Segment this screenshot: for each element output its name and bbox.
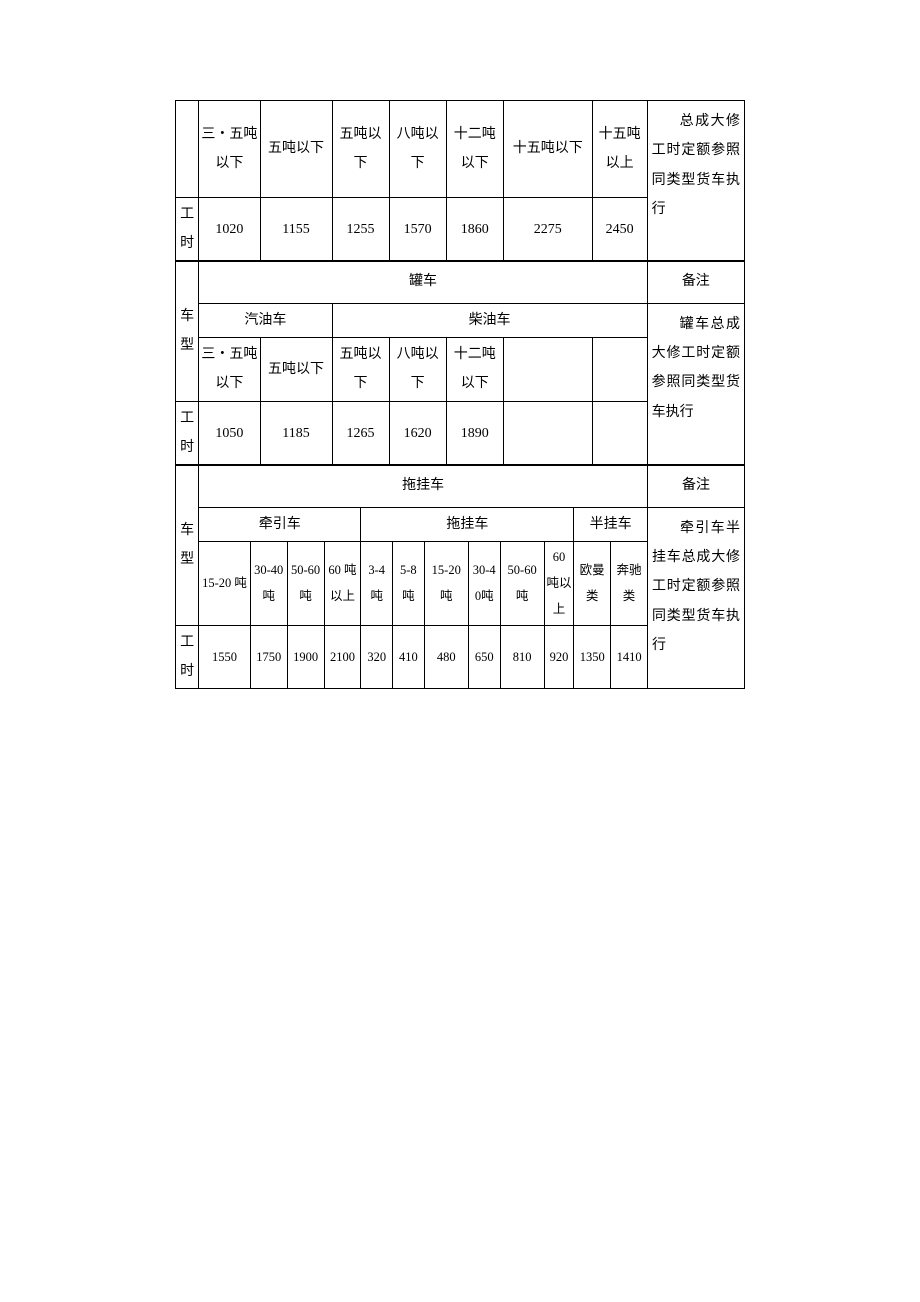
hours-cell: 650 (468, 625, 500, 689)
row-label-type: 车型 (176, 465, 199, 626)
empty-cell (592, 338, 647, 402)
note-cell: 总成大修工时定额参照同类型货车执行 (647, 101, 744, 262)
hours-cell: 2450 (592, 198, 647, 262)
cat-cell: 15-20 吨 (199, 541, 251, 625)
hours-cell: 1350 (574, 625, 611, 689)
hours-cell: 1155 (260, 198, 332, 262)
cat-cell: 50-60 吨 (287, 541, 324, 625)
hours-cell: 1890 (446, 401, 503, 465)
hours-cell: 1185 (260, 401, 332, 465)
hours-cell: 1620 (389, 401, 446, 465)
row-label-hours: 工时 (176, 198, 199, 262)
row-label-hours: 工时 (176, 401, 199, 465)
cat-cell: 十五吨以下 (503, 101, 592, 198)
row-label-hours: 工时 (176, 625, 199, 689)
section-title: 罐车 (199, 261, 647, 303)
group-label: 半挂车 (574, 507, 648, 541)
cat-cell: 60 吨以上 (544, 541, 574, 625)
cat-cell: 欧曼类 (574, 541, 611, 625)
cat-cell: 十五吨以上 (592, 101, 647, 198)
hours-cell: 1020 (199, 198, 260, 262)
cat-cell: 五吨以下 (332, 338, 389, 402)
hours-cell: 410 (393, 625, 425, 689)
hours-cell: 1860 (446, 198, 503, 262)
hours-cell: 480 (424, 625, 468, 689)
empty-cell (592, 401, 647, 465)
cat-cell: 15-20吨 (424, 541, 468, 625)
hours-cell: 320 (361, 625, 393, 689)
row-label-type: 车型 (176, 261, 199, 402)
cat-cell: 5-8吨 (393, 541, 425, 625)
cat-cell: 五吨以下 (260, 338, 332, 402)
hours-cell: 1570 (389, 198, 446, 262)
group-label: 牵引车 (199, 507, 361, 541)
note-cell: 牵引车半挂车总成大修工时定额参照同类型货车执行 (648, 507, 745, 689)
hours-cell: 920 (544, 625, 574, 689)
cat-cell: 八吨以下 (389, 101, 446, 198)
empty-cell (503, 338, 592, 402)
cat-cell: 30-40 吨 (250, 541, 287, 625)
group-label: 拖挂车 (361, 507, 574, 541)
cat-cell: 三・五吨以下 (199, 101, 260, 198)
hours-cell: 1050 (199, 401, 260, 465)
cat-cell: 十二吨以下 (446, 101, 503, 198)
hours-cell: 810 (500, 625, 544, 689)
table-section-2: 车型 罐车 备注 汽油车 柴油车 罐车总成大修工时定额参照同类型货车执行 三・五… (175, 260, 745, 465)
empty-cell (503, 401, 592, 465)
section-title: 拖挂车 (199, 465, 648, 507)
table-section-1: 三・五吨以下 五吨以下 五吨以下 八吨以下 十二吨以下 十五吨以下 十五吨以上 … (175, 100, 745, 262)
hours-cell: 1900 (287, 625, 324, 689)
cat-cell: 十二吨以下 (446, 338, 503, 402)
hours-cell: 1265 (332, 401, 389, 465)
note-cell: 罐车总成大修工时定额参照同类型货车执行 (647, 303, 744, 465)
cat-cell: 三・五吨以下 (199, 338, 260, 402)
tables-container: 三・五吨以下 五吨以下 五吨以下 八吨以下 十二吨以下 十五吨以下 十五吨以上 … (175, 100, 745, 689)
cat-cell: 30-40吨 (468, 541, 500, 625)
cat-cell: 60 吨以上 (324, 541, 361, 625)
hours-cell: 1410 (611, 625, 648, 689)
cat-cell: 奔驰类 (611, 541, 648, 625)
hours-cell: 1255 (332, 198, 389, 262)
row-label-empty (176, 101, 199, 198)
cat-cell: 3-4吨 (361, 541, 393, 625)
cat-cell: 50-60吨 (500, 541, 544, 625)
group-label: 汽油车 (199, 303, 332, 337)
hours-cell: 1750 (250, 625, 287, 689)
note-title: 备注 (648, 465, 745, 507)
cat-cell: 八吨以下 (389, 338, 446, 402)
note-title: 备注 (647, 261, 744, 303)
hours-cell: 2275 (503, 198, 592, 262)
hours-cell: 2100 (324, 625, 361, 689)
table-section-3: 车型 拖挂车 备注 牵引车 拖挂车 半挂车 牵引车半挂车总成大修工时定额参照同类… (175, 464, 745, 689)
cat-cell: 五吨以下 (260, 101, 332, 198)
hours-cell: 1550 (199, 625, 251, 689)
group-label: 柴油车 (332, 303, 647, 337)
cat-cell: 五吨以下 (332, 101, 389, 198)
